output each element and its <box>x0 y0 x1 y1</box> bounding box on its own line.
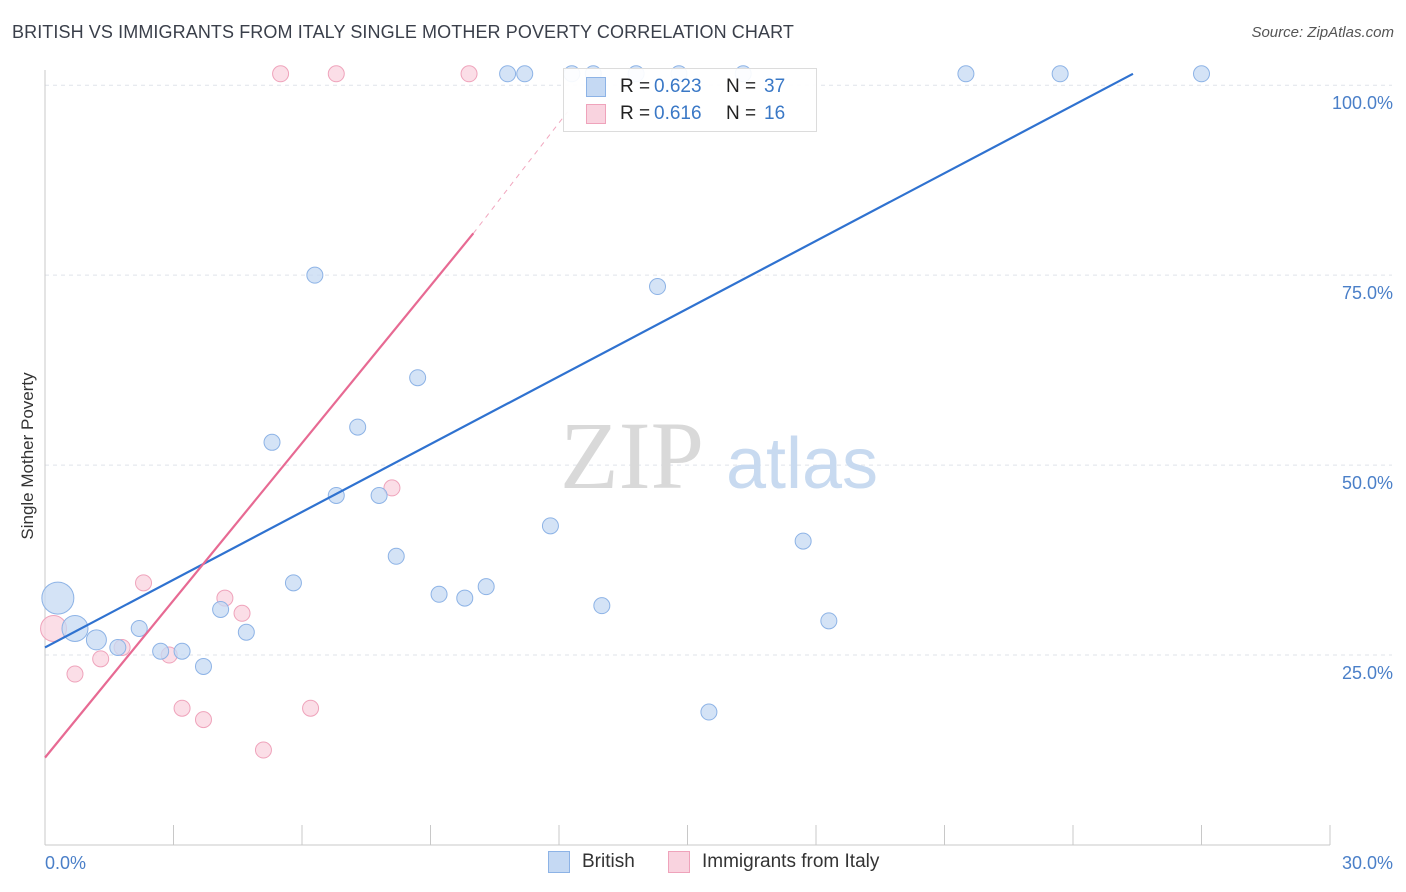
italy-point[interactable] <box>92 650 110 668</box>
italy-point[interactable] <box>135 574 153 592</box>
british-point[interactable] <box>456 589 474 607</box>
y-tick-label: 75.0% <box>1342 283 1393 303</box>
british-point[interactable] <box>794 532 812 550</box>
british-point[interactable] <box>820 612 838 630</box>
italy-point[interactable] <box>194 711 212 729</box>
legend-row-british: R = 0.623 N = 37 <box>586 74 785 100</box>
british-point[interactable] <box>1193 65 1210 83</box>
r-label: R = <box>620 103 651 124</box>
italy-trend-extension <box>472 111 568 234</box>
y-axis-label: Single Mother Poverty <box>18 372 37 540</box>
british-trend-line <box>44 72 1134 649</box>
y-tick-label: 50.0% <box>1342 473 1393 493</box>
british-point[interactable] <box>700 703 718 721</box>
italy-point[interactable] <box>254 741 272 759</box>
legend-label-italy: Immigrants from Italy <box>702 851 880 872</box>
series-legend: British Immigrants from Italy <box>0 851 1406 879</box>
british-point[interactable] <box>306 266 324 284</box>
italy-point[interactable] <box>233 604 251 622</box>
correlation-legend: R = 0.623 N = 37 R = 0.616 N = 16 <box>563 68 817 132</box>
n-value: 16 <box>764 103 786 124</box>
british-point[interactable] <box>387 547 405 565</box>
british-point[interactable] <box>649 278 667 296</box>
british-point[interactable] <box>173 642 191 660</box>
british-point[interactable] <box>212 600 230 618</box>
italy-point[interactable] <box>272 65 290 83</box>
british-point[interactable] <box>430 585 448 603</box>
british-swatch <box>548 851 570 873</box>
british-point[interactable] <box>409 369 427 387</box>
r-value: 0.623 <box>654 76 702 97</box>
italy-point[interactable] <box>460 65 478 83</box>
italy-swatch <box>668 851 690 873</box>
legend-item-british[interactable]: British <box>548 851 635 873</box>
british-point[interactable] <box>370 486 388 504</box>
british-point[interactable] <box>477 578 495 596</box>
british-point[interactable] <box>85 629 107 651</box>
british-point[interactable] <box>194 657 212 675</box>
british-point[interactable] <box>41 581 75 615</box>
italy-point[interactable] <box>327 65 345 83</box>
r-label: R = <box>620 76 651 97</box>
y-tick-label: 25.0% <box>1342 663 1393 683</box>
british-point[interactable] <box>516 65 534 83</box>
italy-point[interactable] <box>66 665 84 683</box>
british-point[interactable] <box>593 597 611 615</box>
x-tick-label: 30.0% <box>1342 853 1393 873</box>
gridlines <box>45 84 1392 656</box>
british-point[interactable] <box>957 65 975 83</box>
british-points <box>41 65 1210 721</box>
british-point[interactable] <box>284 574 302 592</box>
italy-points <box>40 65 478 759</box>
watermark-atlas: atlas <box>726 424 878 504</box>
british-point[interactable] <box>1051 65 1069 83</box>
legend-item-italy[interactable]: Immigrants from Italy <box>668 851 879 873</box>
italy-point[interactable] <box>383 479 401 497</box>
british-point[interactable] <box>349 418 367 436</box>
axes <box>44 70 1331 846</box>
x-tick-labels: 0.0% 30.0% <box>45 853 1393 873</box>
british-point[interactable] <box>109 638 127 656</box>
british-point[interactable] <box>263 433 281 451</box>
trend-lines <box>44 72 1134 759</box>
british-point[interactable] <box>152 642 170 660</box>
x-tick-label: 0.0% <box>45 853 86 873</box>
british-point[interactable] <box>237 623 255 641</box>
italy-swatch <box>586 104 606 124</box>
italy-point[interactable] <box>302 699 320 717</box>
watermark-zip: ZIP <box>560 402 704 509</box>
british-point[interactable] <box>499 65 517 83</box>
watermark: ZIP atlas <box>560 402 878 509</box>
y-tick-labels: 25.0% 50.0% 75.0% 100.0% <box>1332 93 1393 683</box>
british-point[interactable] <box>130 619 148 637</box>
british-swatch <box>586 77 606 97</box>
legend-row-italy: R = 0.616 N = 16 <box>586 101 785 127</box>
y-tick-label: 100.0% <box>1332 93 1393 113</box>
n-label: N = <box>726 103 757 124</box>
source-credit: Source: ZipAtlas.com <box>1251 24 1394 41</box>
chart-title: BRITISH VS IMMIGRANTS FROM ITALY SINGLE … <box>12 22 794 42</box>
italy-point[interactable] <box>173 699 191 717</box>
legend-label-british: British <box>582 851 635 872</box>
n-label: N = <box>726 76 757 97</box>
british-point[interactable] <box>541 517 559 535</box>
r-value: 0.616 <box>654 103 702 124</box>
n-value: 37 <box>764 76 786 97</box>
italy-trend-line <box>44 232 475 759</box>
